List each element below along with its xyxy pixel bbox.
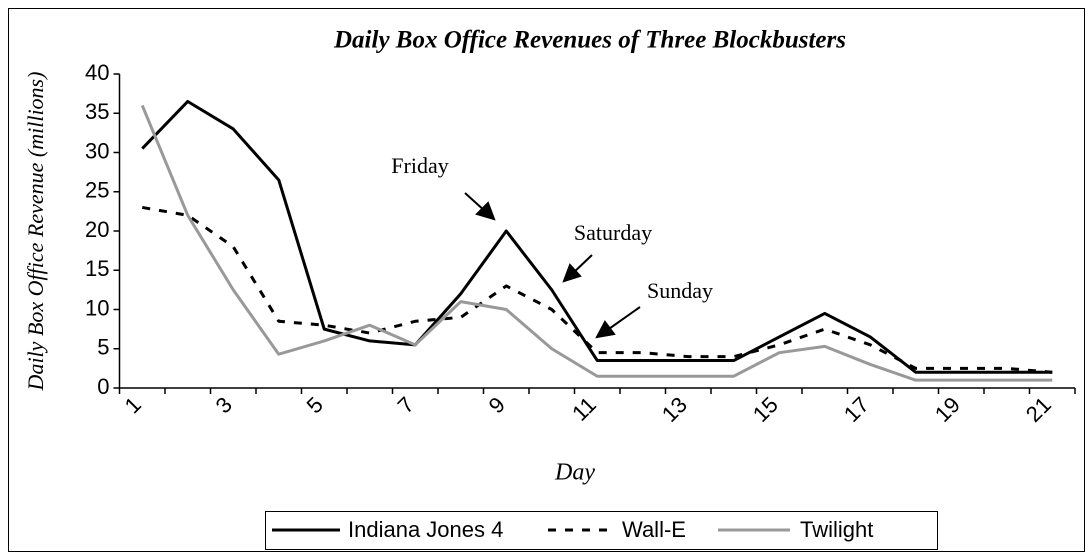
annotation: Saturday	[574, 220, 652, 245]
y-tick-label: 20	[85, 217, 109, 242]
legend-label: Twilight	[800, 517, 873, 542]
x-tick-label: 13	[657, 392, 692, 427]
x-tick-label: 19	[930, 392, 965, 427]
x-tick-label: 1	[120, 392, 146, 418]
y-tick-label: 35	[85, 99, 109, 124]
x-tick-label: 9	[484, 392, 510, 418]
y-tick-label: 0	[97, 374, 109, 399]
x-tick-label: 17	[839, 392, 874, 427]
x-axis-label: Day	[554, 460, 595, 486]
y-axis-label: Daily Box Office Revenue (millions)	[23, 72, 48, 392]
legend-label: Wall-E	[622, 517, 686, 542]
x-tick-label: 11	[567, 392, 601, 426]
annotation: Friday	[391, 153, 448, 178]
frame	[8, 8, 1085, 552]
x-tick-label: 3	[211, 392, 237, 418]
chart-title: Daily Box Office Revenues of Three Block…	[333, 27, 846, 54]
series-line	[141, 205, 1053, 374]
x-tick-label: 21	[1021, 392, 1056, 427]
y-tick-label: 30	[85, 138, 109, 163]
y-tick-label: 40	[85, 60, 109, 85]
y-tick-label: 15	[85, 256, 109, 281]
y-tick-label: 5	[97, 335, 109, 360]
legend-label: Indiana Jones 4	[348, 517, 503, 542]
series-line	[140, 104, 1053, 382]
annotation-arrows	[464, 192, 641, 339]
annotation: Sunday	[647, 278, 713, 303]
x-tick-label: 7	[393, 392, 419, 418]
y-tick-label: 25	[85, 178, 109, 203]
y-tick-label: 10	[85, 295, 109, 320]
x-tick-label: 5	[302, 392, 328, 418]
x-tick-label: 15	[748, 392, 783, 427]
legend-box	[265, 511, 938, 550]
